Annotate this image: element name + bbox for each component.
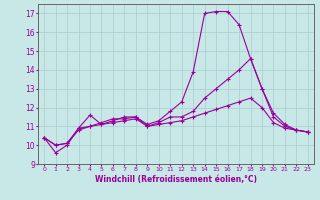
X-axis label: Windchill (Refroidissement éolien,°C): Windchill (Refroidissement éolien,°C)	[95, 175, 257, 184]
